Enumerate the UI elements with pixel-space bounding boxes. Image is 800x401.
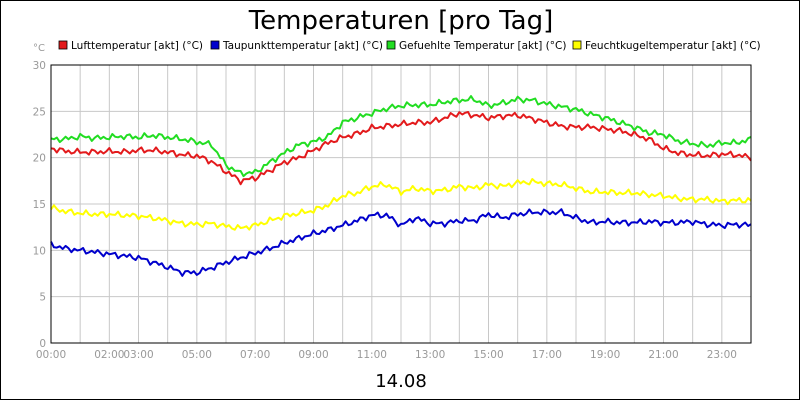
legend: Lufttemperatur [akt] (°C) Taupunkttempera…: [58, 40, 761, 52]
legend-item: Taupunkttemperatur [akt] (°C): [210, 40, 383, 52]
x-tick-label: 19:00: [590, 349, 620, 361]
legend-item: Gefuehlte Temperatur [akt] (°C): [386, 40, 566, 52]
y-tick-label: 10: [33, 245, 46, 257]
y-axis-unit: °C: [33, 43, 45, 54]
y-tick-label: 15: [33, 199, 46, 211]
x-tick-label: 03:00: [123, 349, 153, 361]
y-tick-label: 30: [33, 60, 46, 72]
legend-item: Feuchtkugeltemperatur [akt] (°C): [572, 40, 761, 52]
x-tick-label: 05:00: [182, 349, 212, 361]
series-line-4: [50, 178, 752, 231]
plot-area-border: [50, 64, 752, 344]
grid: [50, 64, 752, 344]
legend-label: Feuchtkugeltemperatur [akt] (°C): [585, 40, 761, 52]
legend-swatch: [572, 40, 582, 50]
x-tick-label: 09:00: [298, 349, 328, 361]
y-tick-label: 5: [39, 292, 46, 304]
legend-swatch: [58, 40, 68, 50]
series-line-2: [50, 208, 752, 277]
legend-label: Gefuehlte Temperatur [akt] (°C): [399, 40, 566, 52]
x-tick-label: 00:00: [36, 349, 66, 361]
series-line-3: [50, 95, 752, 178]
x-tick-label: 15:00: [473, 349, 503, 361]
y-tick-label: 20: [33, 153, 46, 165]
x-tick-label: 07:00: [240, 349, 270, 361]
x-tick-label: 23:00: [707, 349, 737, 361]
x-tick-label: 11:00: [357, 349, 387, 361]
legend-swatch: [210, 40, 220, 50]
chart-title: Temperaturen [pro Tag]: [248, 6, 554, 36]
x-tick-label: 13:00: [415, 349, 445, 361]
x-tick-label: 21:00: [648, 349, 678, 361]
series-line-1: [50, 111, 752, 186]
y-tick-label: 0: [39, 338, 46, 350]
legend-label: Lufttemperatur [akt] (°C): [71, 40, 203, 52]
x-axis-date-label: 14.08: [375, 371, 427, 392]
y-tick-label: 25: [33, 106, 46, 118]
x-tick-label: 02:00: [94, 349, 124, 361]
legend-item: Lufttemperatur [akt] (°C): [58, 40, 203, 52]
legend-label: Taupunkttemperatur [akt] (°C): [222, 40, 383, 52]
y-axis-ticks: 0 5 10 15 20 25 30: [33, 60, 46, 350]
legend-swatch: [386, 40, 396, 50]
x-tick-label: 17:00: [532, 349, 562, 361]
series-lines: [50, 95, 752, 277]
